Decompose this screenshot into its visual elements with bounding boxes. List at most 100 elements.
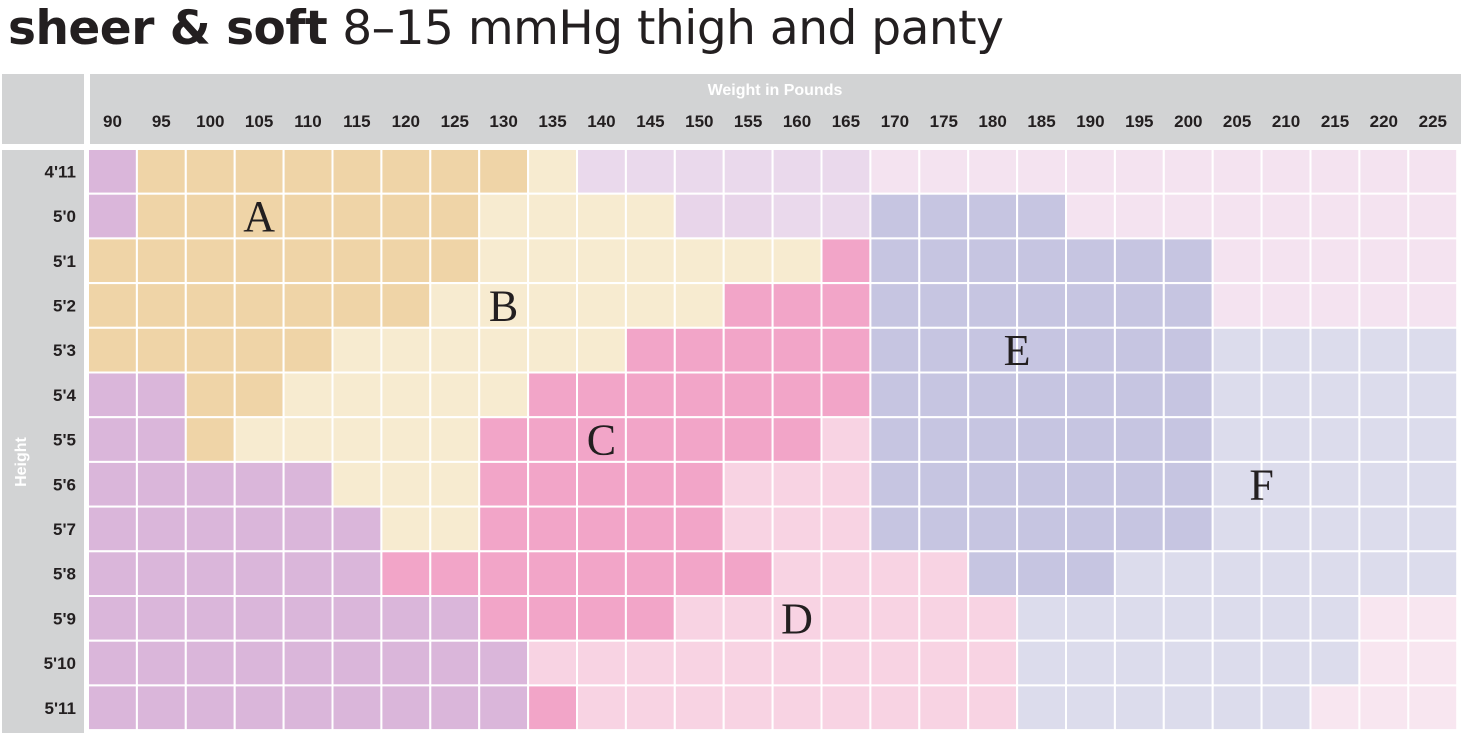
heatmap-cell [1162,192,1214,240]
x-tick-label: 130 [489,112,517,131]
heatmap-cell [918,237,970,285]
heatmap-cell [527,148,578,195]
heatmap-cell [624,460,676,508]
heatmap-cell [1358,684,1410,732]
heatmap-cell [820,192,872,240]
heatmap-cell [1113,595,1165,642]
heatmap-cell [576,684,627,732]
heatmap-cell [673,371,725,419]
heatmap-cell [1407,684,1459,732]
heatmap-cell [771,326,823,374]
heatmap-cell [331,416,383,463]
heatmap-cell [87,460,138,508]
heatmap-cell [1358,148,1410,195]
heatmap-cell [527,550,578,597]
heatmap-cell [771,595,823,642]
heatmap-cell [771,550,823,597]
heatmap-cell [478,326,530,374]
x-tick-label: 225 [1419,112,1447,131]
heatmap-cell [1358,282,1410,329]
heatmap-cell [527,505,578,553]
heatmap-cell [478,192,530,240]
heatmap-cell [1113,505,1165,553]
heatmap-cell [1016,684,1067,732]
heatmap-cell [967,326,1019,374]
heatmap-cell [380,371,432,419]
heatmap-cell [918,148,970,195]
heatmap-cell [380,595,432,642]
heatmap-cell [1211,416,1263,463]
x-tick-label: 140 [587,112,615,131]
heatmap-cell [869,282,921,329]
heatmap-cell [624,550,676,597]
heatmap-cell [380,684,432,732]
heatmap-cell [135,550,187,597]
heatmap-cell [331,684,383,732]
heatmap-cell [1211,148,1263,195]
x-tick-label: 115 [343,112,370,131]
heatmap-cell [184,505,236,553]
heatmap-cell [967,505,1019,553]
heatmap-cell [1016,192,1067,240]
heatmap-cell [1309,550,1361,597]
heatmap-cell [967,460,1019,508]
heatmap-cell [282,460,334,508]
heatmap-cell [869,639,921,687]
heatmap-cell [380,192,432,240]
heatmap-cell [184,684,236,732]
heatmap-cell [135,237,187,285]
heatmap-cell [918,416,970,463]
heatmap-cell [771,237,823,285]
heatmap-cell [87,371,138,419]
heatmap-cell [282,684,334,732]
heatmap-cell [1162,326,1214,374]
heatmap-cell [380,326,432,374]
heatmap-cell [1211,505,1263,553]
heatmap-cell [1358,595,1410,642]
heatmap-cell [771,192,823,240]
heatmap-cell [1309,684,1361,732]
heatmap-cell [184,148,236,195]
heatmap-cell [918,282,970,329]
heatmap-cell [331,326,383,374]
heatmap-cell [1162,416,1214,463]
heatmap-cell [429,505,481,553]
heatmap-cell [918,326,970,374]
heatmap-cell [1113,237,1165,285]
heatmap-cell [1260,505,1312,553]
heatmap-cell [1065,282,1116,329]
heatmap-cell [1211,192,1263,240]
heatmap-cell [1260,371,1312,419]
heatmap-cell [624,371,676,419]
heatmap-cell [184,192,236,240]
heatmap-cell [282,148,334,195]
heatmap-cell [1016,550,1067,597]
heatmap-cell [1407,416,1459,463]
heatmap-cell [576,460,627,508]
heatmap-cell [918,371,970,419]
heatmap-cell [722,684,774,732]
heatmap-cell [233,326,285,374]
zone-label-e: E [1004,326,1031,375]
heatmap-cell [576,326,627,374]
x-tick-label: 95 [152,112,171,131]
heatmap-cell [527,326,578,374]
weight-header-band [90,74,1461,144]
heatmap-cell [1065,460,1116,508]
heatmap-cell [184,326,236,374]
heatmap-cell [135,326,187,374]
heatmap-cell [820,148,872,195]
heatmap-cell [478,505,530,553]
heatmap-cell [1407,639,1459,687]
heatmap-cell [87,148,138,195]
y-tick-labels: 4'11 5'0 5'1 5'2 5'3 5'4 5'5 5'6 5'7 5'8 5'9 5'10 5'… [44,162,77,717]
heatmap-cell [1309,416,1361,463]
heatmap-cell [576,148,627,195]
heatmap-cell [527,282,578,329]
heatmap-cell [1358,460,1410,508]
heatmap-cell [1407,237,1459,285]
heatmap-cell [967,416,1019,463]
heatmap-cell [1065,237,1116,285]
heatmap-cell [331,282,383,329]
